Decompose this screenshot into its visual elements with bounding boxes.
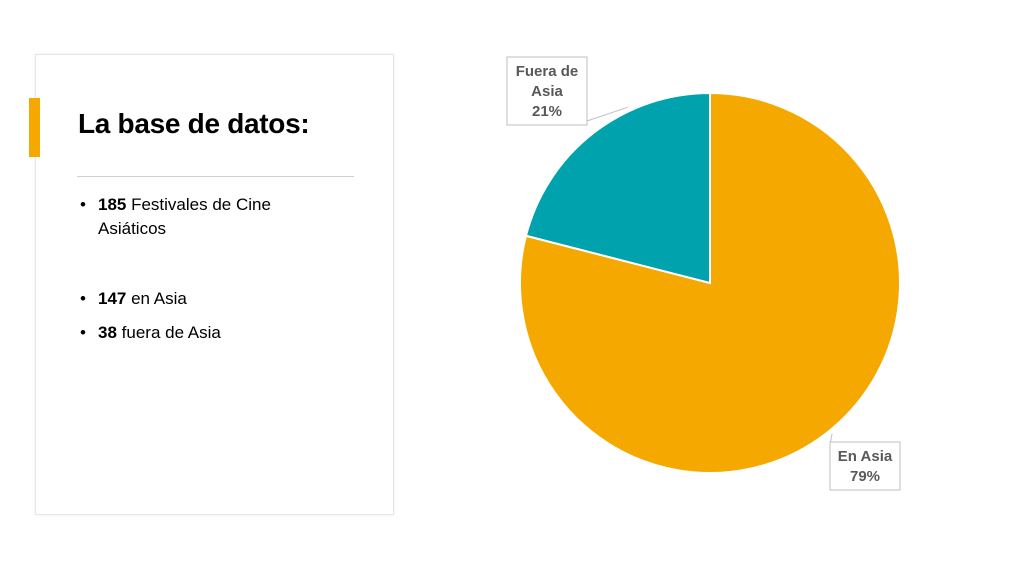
stat-number: 147: [98, 289, 127, 308]
stats-list: 185 Festivales de Cine Asiáticos 147 en …: [78, 193, 338, 345]
stat-number: 185: [98, 195, 127, 214]
slice-name-label: En Asia: [838, 448, 893, 465]
info-card: [35, 54, 394, 515]
stat-text: en Asia: [126, 289, 187, 308]
label-box: [829, 441, 901, 491]
list-item: 38 fuera de Asia: [78, 321, 338, 345]
slice-percent-label: 21%: [532, 103, 562, 120]
list-item: 147 en Asia: [78, 287, 338, 311]
slice-percent-label: 79%: [850, 468, 880, 485]
card-title: La base de datos:: [78, 108, 310, 139]
accent-bar: [29, 98, 40, 157]
label-box: [506, 56, 588, 126]
stat-text: fuera de Asia: [116, 323, 221, 342]
pie-chart: En Asia 79% Fuera de Asia 21%: [506, 56, 901, 491]
data-label: Fuera de Asia 21%: [506, 56, 629, 126]
pie-slice: [519, 91, 901, 474]
stat-text: Festivales de Cine Asiáticos: [98, 195, 271, 238]
slice-name-label: Asia: [531, 83, 563, 100]
title-divider: [77, 176, 354, 177]
list-item: 185 Festivales de Cine Asiáticos: [78, 193, 338, 241]
slice-name-label: Fuera de: [516, 63, 579, 80]
pie-slice: [524, 91, 711, 285]
data-label: En Asia 79%: [829, 433, 901, 491]
stat-number: 38: [98, 323, 117, 342]
